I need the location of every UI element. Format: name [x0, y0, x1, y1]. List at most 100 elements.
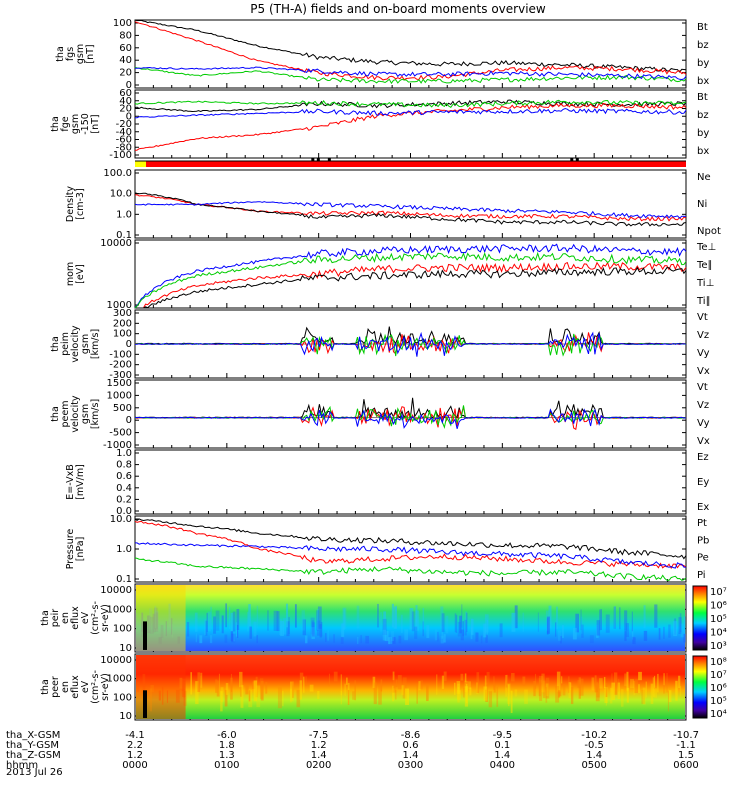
heatmap-texture: [401, 685, 405, 696]
xaxis-value: 1.4: [586, 750, 602, 761]
heatmap-texture: [392, 685, 397, 693]
heatmap-texture: [218, 673, 220, 696]
heatmap-texture: [683, 616, 686, 634]
heatmap-texture: [476, 672, 480, 693]
heatmap-texture: [197, 672, 201, 692]
legend-Ti∥: Ti∥: [696, 296, 711, 307]
heatmap-texture: [680, 623, 684, 638]
ytick-label: -60: [116, 135, 132, 146]
panel-frame: [134, 449, 687, 515]
ytick-label: 500: [113, 403, 132, 414]
heatmap-texture: [207, 611, 211, 632]
heatmap-texture: [663, 626, 665, 639]
heatmap-texture: [577, 680, 581, 688]
flag-segment-1: [146, 161, 686, 167]
heatmap-texture: [486, 671, 490, 686]
ylabel-line: velocity: [70, 395, 81, 433]
heatmap-texture: [305, 676, 307, 686]
panel-exb: 1.00.80.60.40.20.0 E=-VxB [mV/m] Ez Ey Ex: [65, 448, 709, 517]
legend-Bt: Bt: [697, 22, 708, 33]
xaxis-value: 0200: [306, 760, 331, 771]
heatmap-texture: [496, 686, 499, 707]
xaxis-value: 0100: [214, 760, 239, 771]
heatmap-texture: [327, 630, 329, 641]
heatmap-texture: [316, 610, 319, 631]
heatmap-texture: [260, 681, 264, 701]
heatmap-texture: [372, 676, 376, 689]
heatmap-texture: [328, 673, 330, 687]
heatmap-texture: [340, 674, 342, 696]
heatmap-texture: [545, 677, 550, 699]
legend-Ne: Ne: [697, 172, 711, 183]
ytick-label: 1000: [107, 604, 132, 615]
series-line-Pt: [134, 518, 687, 560]
xaxis-value: 0300: [398, 760, 423, 771]
flag-mark: [311, 158, 315, 161]
heatmap-texture: [195, 633, 197, 643]
heatmap-texture: [570, 682, 572, 691]
heatmap-texture: [440, 635, 444, 644]
heatmap-texture: [678, 617, 682, 635]
heatmap-texture: [199, 635, 203, 644]
ytick-label: 10.0: [110, 189, 132, 200]
heatmap-texture: [633, 680, 636, 696]
series-line-Ne: [134, 194, 687, 222]
heatmap-texture: [316, 608, 319, 630]
heatmap-texture: [650, 683, 654, 704]
heatmap-texture: [678, 675, 681, 689]
series-line-Vy: [134, 405, 687, 430]
heatmap-texture: [382, 618, 387, 635]
series-line-bx: [135, 66, 687, 81]
ytick-label: 1.0: [116, 209, 132, 220]
ylabel-line: [nT]: [85, 44, 96, 63]
heatmap-texture: [231, 633, 236, 643]
heatmap-texture: [460, 629, 464, 641]
heatmap-texture: [283, 618, 287, 635]
heatmap-texture: [658, 628, 661, 640]
colorbar-tick: 10⁶: [710, 683, 727, 694]
ytick-label: 200: [113, 318, 132, 329]
heatmap-texture: [230, 673, 233, 692]
ylabel-line: peer: [50, 676, 61, 698]
heatmap-texture: [632, 628, 634, 640]
heatmap-texture: [522, 612, 525, 632]
heatmap-texture: [619, 607, 621, 630]
ylabel-line: peim: [60, 332, 71, 356]
heatmap-texture: [347, 689, 350, 705]
heatmap-texture: [605, 683, 608, 698]
legend-Vz: Vz: [697, 330, 709, 341]
heatmap-texture: [572, 627, 577, 640]
ylabel-line: Density: [65, 186, 76, 222]
heatmap-texture: [206, 612, 208, 632]
heatmap-texture: [626, 687, 629, 703]
heatmap-texture: [415, 610, 420, 631]
legend-Pi: Pi: [697, 570, 706, 581]
heatmap-texture: [556, 606, 558, 629]
heatmap-texture: [624, 631, 627, 642]
heatmap-texture: [683, 633, 687, 643]
heatmap-texture: [507, 683, 511, 704]
panel-frame: [134, 239, 687, 309]
heatmap-texture: [642, 687, 646, 705]
heatmap-texture: [493, 676, 495, 690]
heatmap-texture: [310, 617, 315, 635]
heatmap-texture: [562, 683, 566, 696]
series-line-Ti∥: [134, 251, 687, 309]
ylabel-line: (cm²-s-: [90, 601, 101, 635]
heatmap-texture: [461, 604, 463, 628]
heatmap-texture: [560, 636, 562, 644]
legend-Vy: Vy: [697, 418, 710, 429]
heatmap-texture: [414, 626, 418, 639]
heatmap-texture: [596, 620, 601, 636]
xaxis-row-label: tha_Z-GSM: [6, 750, 61, 761]
heatmap-texture: [464, 611, 468, 632]
heatmap-texture: [280, 620, 284, 636]
heatmap-texture: [663, 673, 665, 686]
legend-Te⊥: Te⊥: [696, 242, 716, 253]
heatmap-texture: [210, 606, 212, 629]
series-line-Vt: [134, 326, 687, 346]
ylabel-line: gsm: [80, 404, 91, 424]
heatmap-texture: [464, 681, 468, 692]
